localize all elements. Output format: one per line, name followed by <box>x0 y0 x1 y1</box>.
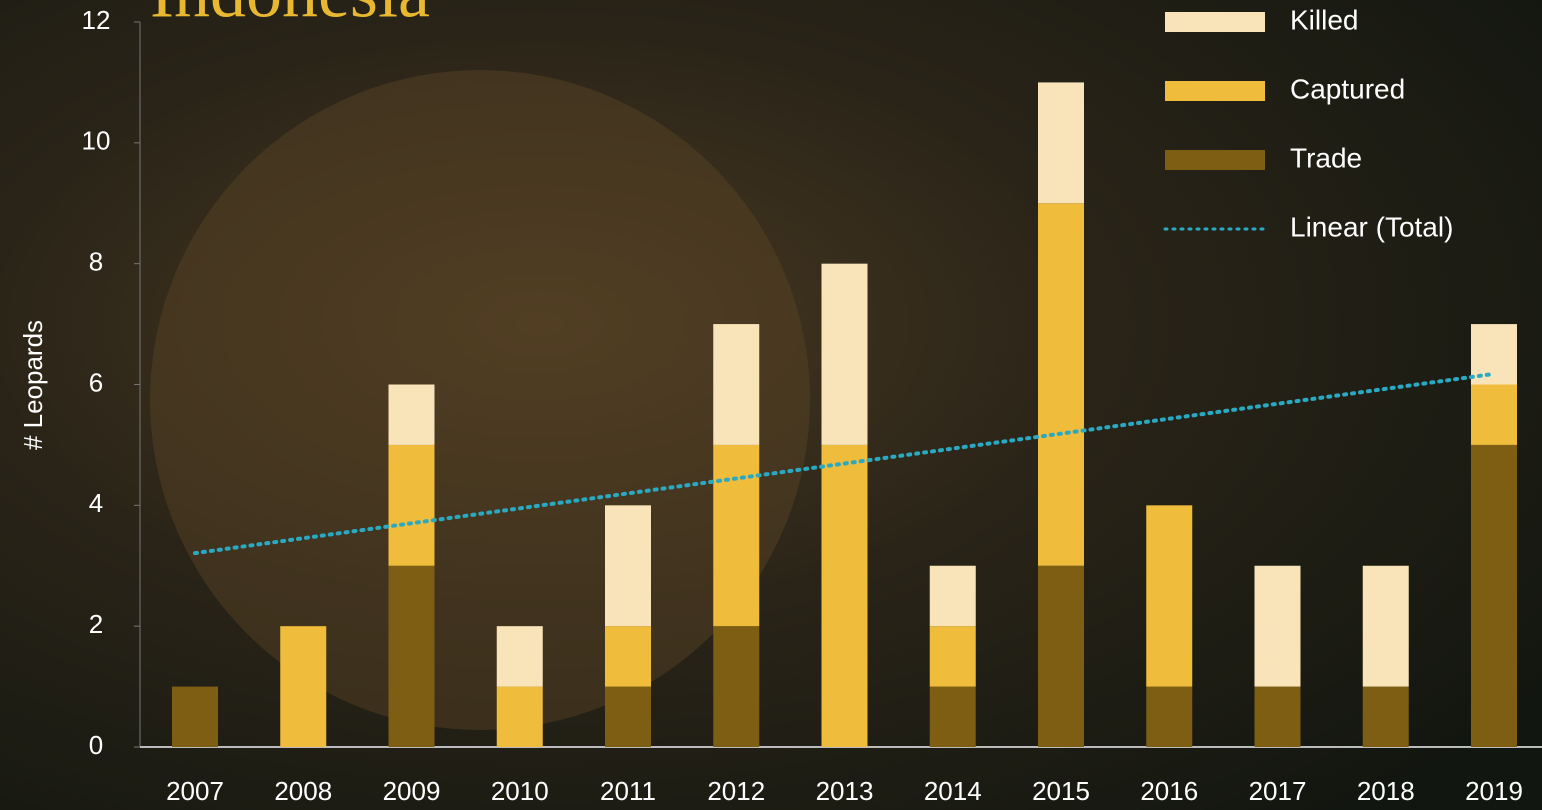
bar-segment <box>713 324 760 445</box>
bar-segment <box>496 626 543 687</box>
bar-segment <box>929 686 976 747</box>
y-axis-label: # Leopards <box>18 320 48 450</box>
bar-segment <box>1471 384 1517 445</box>
x-tick-label: 2018 <box>1357 776 1415 806</box>
y-tick-label: 0 <box>89 730 103 760</box>
bar-segment <box>388 384 435 445</box>
chart-title: Indonesia <box>150 0 430 33</box>
legend-swatch <box>1165 12 1265 32</box>
bar-segment <box>713 444 760 627</box>
bar-segment <box>1254 565 1301 687</box>
x-tick-label: 2011 <box>600 776 656 806</box>
y-tick-label: 8 <box>89 247 103 277</box>
bar-segment <box>1362 565 1409 687</box>
x-tick-label: 2019 <box>1465 776 1523 806</box>
bar-segment <box>1038 203 1084 566</box>
y-tick-label: 12 <box>82 5 111 35</box>
bar-segment <box>821 263 868 445</box>
legend-label: Linear (Total) <box>1290 211 1453 242</box>
x-tick-label: 2010 <box>491 776 549 806</box>
bar-segment <box>1471 444 1517 747</box>
bar-segment <box>713 626 760 747</box>
bar-segment <box>929 565 976 627</box>
leopard-shape <box>150 70 810 730</box>
legend-swatch <box>1165 81 1265 101</box>
x-tick-label: 2016 <box>1140 776 1198 806</box>
y-tick-label: 4 <box>89 488 103 518</box>
x-tick-label: 2015 <box>1032 776 1090 806</box>
x-tick-label: 2014 <box>924 776 982 806</box>
trend-line <box>193 371 1496 556</box>
bar-segment <box>280 626 327 747</box>
legend-label: Trade <box>1290 142 1362 173</box>
x-tick-label: 2009 <box>383 776 441 806</box>
bar-segment <box>1038 82 1084 204</box>
bar-segment <box>1038 565 1084 747</box>
x-tick-label: 2007 <box>166 776 224 806</box>
x-tick-label: 2012 <box>707 776 765 806</box>
bar-segment <box>388 444 435 566</box>
bar-segment <box>605 626 651 687</box>
x-tick-label: 2017 <box>1249 776 1307 806</box>
bar-segment <box>605 686 651 747</box>
y-tick-label: 6 <box>89 367 103 397</box>
bar-segment <box>605 505 651 627</box>
bar-segment <box>1362 686 1409 747</box>
bar-segment <box>1146 505 1193 687</box>
bar-segment <box>821 444 868 747</box>
legend-swatch <box>1165 150 1265 170</box>
y-tick-label: 10 <box>82 126 111 156</box>
legend-label: Killed <box>1290 4 1358 35</box>
x-tick-label: 2013 <box>816 776 874 806</box>
y-tick-label: 2 <box>89 609 103 639</box>
bar-segment <box>1254 686 1301 747</box>
bar-segment <box>929 626 976 687</box>
bar-segment <box>172 686 218 747</box>
bar-segment <box>1146 686 1193 747</box>
bar-segment <box>496 686 543 747</box>
legend-label: Captured <box>1290 73 1405 104</box>
bar-segment <box>388 565 435 747</box>
x-tick-label: 2008 <box>274 776 332 806</box>
